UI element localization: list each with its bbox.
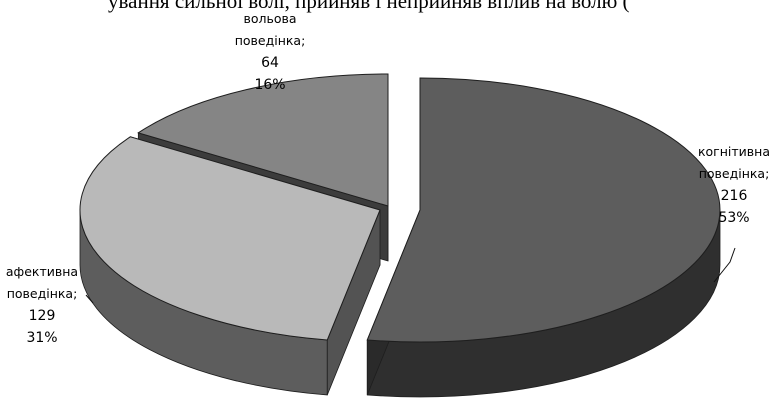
slice-name-affective-2: поведінка; [6, 286, 78, 301]
leader-line-cognitive [713, 247, 736, 283]
slice-value-volitional: 64 [261, 55, 279, 71]
leader-line-affective [85, 294, 94, 304]
slice-name-cognitive-2: поведінка; [698, 166, 770, 181]
slice-value-cognitive: 216 [720, 188, 748, 204]
slice-percent-affective: 31% [26, 330, 58, 346]
data-label-cognitive: когнітивна поведінка; 216 53% [686, 141, 777, 229]
slice-name-affective-1: афективна [5, 264, 79, 279]
slice-name-volitional-2: поведінка; [234, 33, 306, 48]
page-text-fragment: ування сильної волі, прийняв і неприйняв… [108, 0, 630, 13]
slice-value-affective: 129 [28, 308, 56, 324]
data-label-volitional: вольова поведінка; 64 16% [222, 8, 318, 96]
slice-affective [79, 136, 381, 341]
slice-percent-volitional: 16% [254, 77, 286, 93]
slice-name-cognitive-1: когнітивна [697, 144, 770, 159]
slice-cognitive [366, 77, 721, 343]
slice-volitional [137, 73, 389, 207]
slice-name-volitional-1: вольова [243, 11, 297, 26]
slice-percent-cognitive: 53% [718, 210, 750, 226]
data-label-affective: афективна поведінка; 129 31% [0, 261, 86, 349]
